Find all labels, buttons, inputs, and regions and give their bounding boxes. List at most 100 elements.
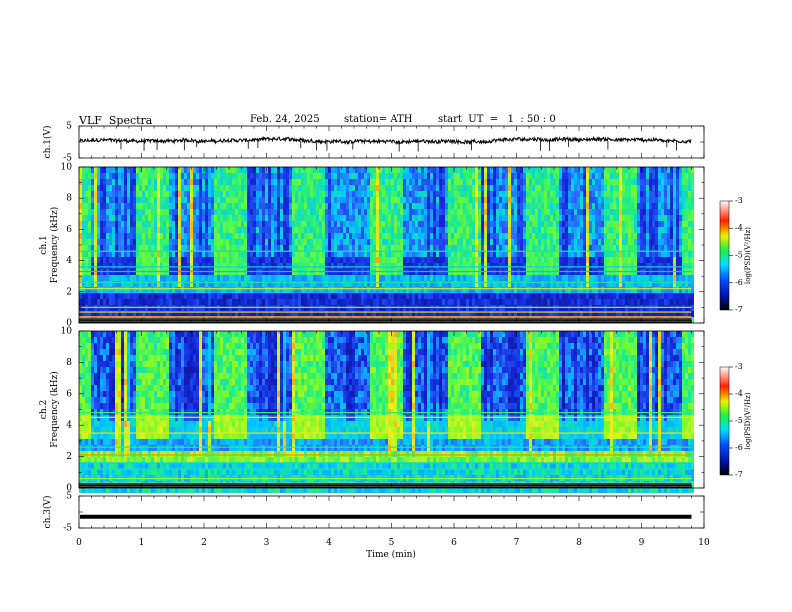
spectrogram-cell bbox=[349, 209, 352, 215]
spectrogram-cell bbox=[283, 245, 286, 251]
spectrogram-cell bbox=[559, 173, 562, 179]
spectrogram-cell bbox=[292, 263, 295, 269]
spectrogram-cell bbox=[271, 311, 274, 317]
spectrogram-cell bbox=[376, 215, 379, 221]
spectrogram-cell bbox=[94, 251, 97, 257]
spectrogram-cell bbox=[481, 215, 484, 221]
spectrogram-cell bbox=[331, 215, 334, 221]
spectrogram-cell bbox=[385, 233, 388, 239]
spectrogram-cell bbox=[124, 263, 127, 269]
spectrogram-cell bbox=[433, 179, 436, 185]
spectrogram-cell bbox=[94, 239, 97, 245]
spectrogram-cell bbox=[451, 167, 454, 173]
spectrogram-cell bbox=[154, 245, 157, 251]
spectrogram-cell bbox=[475, 311, 478, 317]
spectrogram-cell bbox=[436, 191, 439, 197]
spectrogram-cell bbox=[448, 245, 451, 251]
spectrogram-cell bbox=[622, 281, 625, 287]
spectrogram-cell bbox=[217, 293, 220, 299]
spectrogram-cell bbox=[541, 263, 544, 269]
spectrogram-cell bbox=[109, 239, 112, 245]
spectrogram-cell bbox=[430, 293, 433, 299]
spectrogram-cell bbox=[97, 239, 100, 245]
spectrogram-cell bbox=[466, 281, 469, 287]
spectrogram-cell bbox=[181, 275, 184, 281]
spectrogram-cell bbox=[433, 215, 436, 221]
spectrogram-cell bbox=[304, 311, 307, 317]
spectrogram-cell bbox=[217, 263, 220, 269]
spectrogram-cell bbox=[526, 227, 529, 233]
spectrogram-cell bbox=[436, 293, 439, 299]
spectrogram-cell bbox=[373, 311, 376, 317]
spectrogram-cell bbox=[295, 215, 298, 221]
spectrogram-cell bbox=[394, 179, 397, 185]
spectrogram-cell bbox=[229, 311, 232, 317]
spectrogram-cell bbox=[412, 167, 415, 173]
spectrogram-cell bbox=[187, 227, 190, 233]
spectrogram-cell bbox=[262, 179, 265, 185]
spectrogram-cell bbox=[544, 299, 547, 305]
spectrogram-cell bbox=[481, 233, 484, 239]
spectrogram-cell bbox=[631, 173, 634, 179]
spectrogram-cell bbox=[118, 311, 121, 317]
spectrogram-cell bbox=[466, 167, 469, 173]
spectrogram-cell bbox=[160, 197, 163, 203]
spectrogram-cell bbox=[88, 281, 91, 287]
spectrogram-cell bbox=[91, 215, 94, 221]
spectrogram-cell bbox=[535, 221, 538, 227]
spectrogram-cell bbox=[649, 173, 652, 179]
spectrogram-cell bbox=[511, 299, 514, 305]
spectrogram-cell bbox=[163, 173, 166, 179]
spectrogram-cell bbox=[421, 167, 424, 173]
spectrogram-cell bbox=[625, 287, 628, 293]
spectrogram-cell bbox=[322, 299, 325, 305]
spectrogram-cell bbox=[538, 245, 541, 251]
spectrogram-cell bbox=[178, 185, 181, 191]
spectrogram-cell bbox=[556, 239, 559, 245]
spectrogram-cell bbox=[358, 311, 361, 317]
spectrogram-cell bbox=[184, 227, 187, 233]
spectrogram-cell bbox=[112, 299, 115, 305]
spectrogram-cell bbox=[565, 257, 568, 263]
spectrogram-cell bbox=[499, 167, 502, 173]
spectrogram-cell bbox=[553, 167, 556, 173]
spectrogram-cell bbox=[583, 203, 586, 209]
spectrogram-cell bbox=[313, 233, 316, 239]
spectrogram-cell bbox=[367, 281, 370, 287]
spectrogram-cell bbox=[574, 185, 577, 191]
spectrogram-cell bbox=[298, 197, 301, 203]
spectrogram-cell bbox=[499, 299, 502, 305]
spectrogram-cell bbox=[178, 167, 181, 173]
spectrogram-cell bbox=[349, 191, 352, 197]
spectrogram-cell bbox=[643, 275, 646, 281]
spectrogram-cell bbox=[214, 179, 217, 185]
spectrogram-cell bbox=[409, 311, 412, 317]
spectrogram-cell bbox=[145, 197, 148, 203]
spectrogram-cell bbox=[256, 179, 259, 185]
spectrogram-cell bbox=[313, 227, 316, 233]
spectrogram-cell bbox=[79, 173, 82, 179]
spectrogram-cell bbox=[265, 221, 268, 227]
spectrogram-cell bbox=[301, 251, 304, 257]
spectrogram-cell bbox=[142, 257, 145, 263]
spectrogram-cell bbox=[523, 245, 526, 251]
spectrogram-cell bbox=[205, 167, 208, 173]
spectrogram-cell bbox=[607, 287, 610, 293]
spectrogram-cell bbox=[241, 173, 244, 179]
spectrogram-cell bbox=[199, 221, 202, 227]
spectrogram-cell bbox=[586, 185, 589, 191]
spectrogram-cell bbox=[562, 227, 565, 233]
spectrogram-cell bbox=[442, 185, 445, 191]
spectrogram-cell bbox=[157, 233, 160, 239]
spectrogram-cell bbox=[601, 287, 604, 293]
spectrogram-cell bbox=[106, 311, 109, 317]
spectrogram-cell bbox=[484, 233, 487, 239]
spectrogram-cell bbox=[604, 257, 607, 263]
spectrogram-cell bbox=[223, 245, 226, 251]
spectrogram-cell bbox=[322, 203, 325, 209]
spectrogram-cell bbox=[487, 299, 490, 305]
spectrogram-cell bbox=[502, 311, 505, 317]
spectrogram-cell bbox=[208, 179, 211, 185]
spectrogram-cell bbox=[598, 197, 601, 203]
spectrogram-cell bbox=[571, 209, 574, 215]
